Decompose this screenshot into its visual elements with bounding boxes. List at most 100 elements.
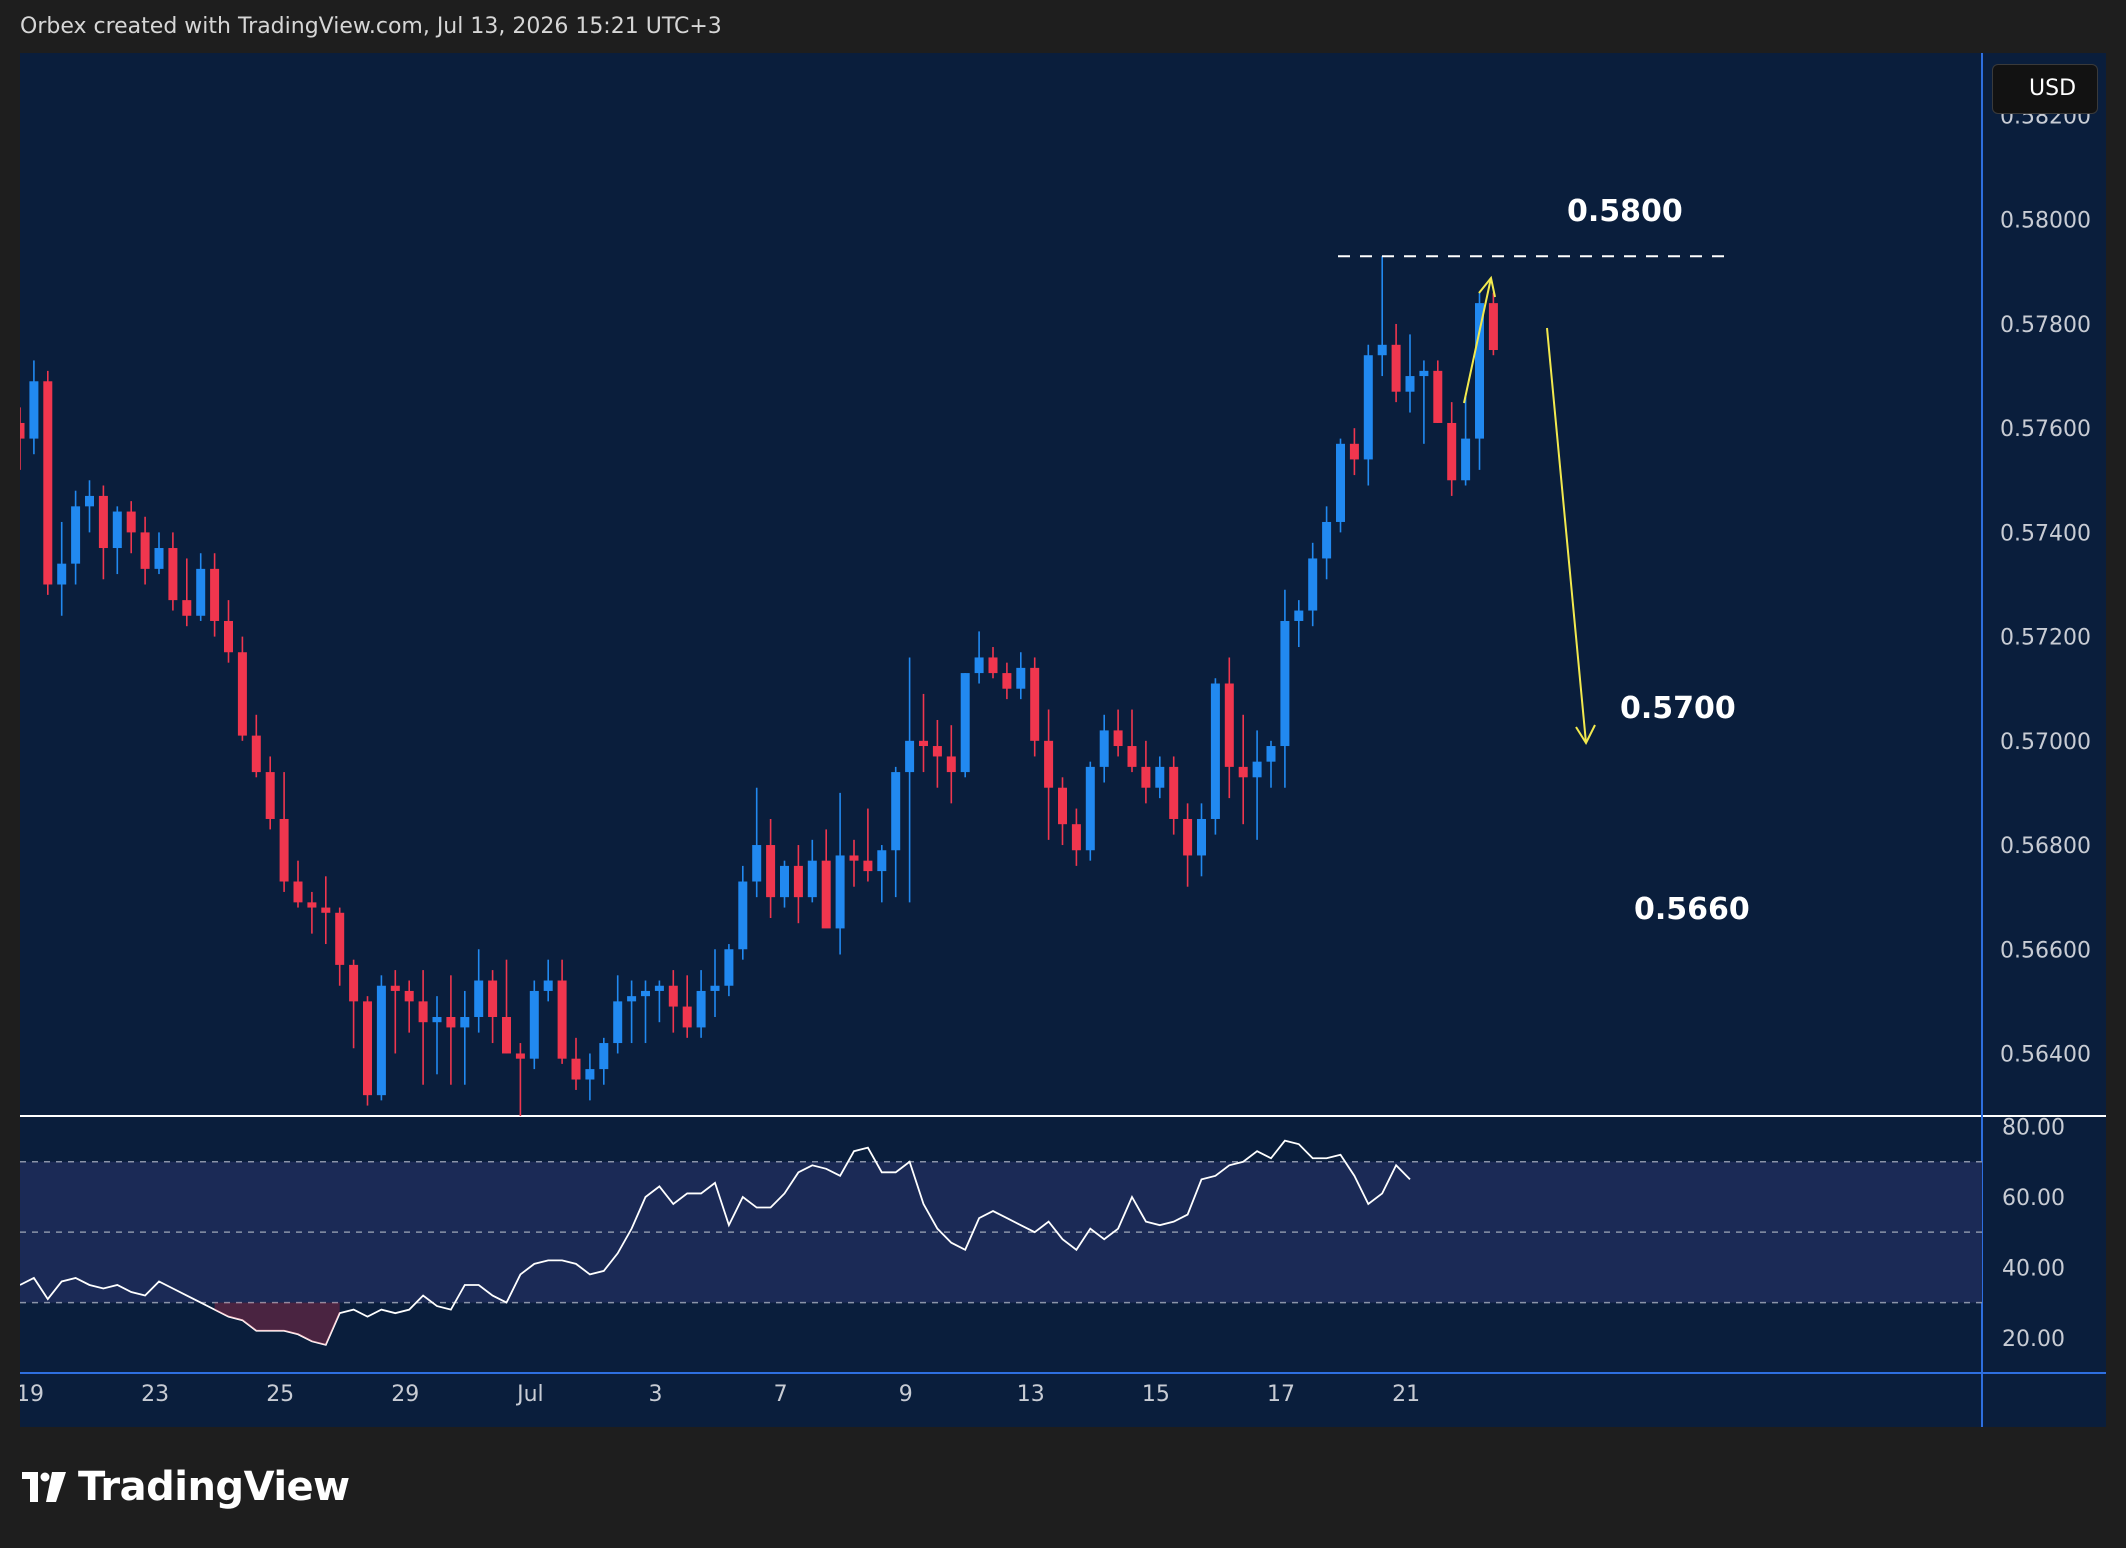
candle-body: [29, 381, 39, 439]
price-tick-label: 0.56800: [2000, 834, 2091, 859]
candle-body: [529, 990, 539, 1059]
candle-body: [404, 990, 414, 1002]
candle-body: [682, 1006, 692, 1028]
chart-canvas[interactable]: 0.56400 0.56600 0.56800 0.57000 0.57200 0.574…: [20, 53, 2106, 1427]
candle-body: [1113, 730, 1123, 747]
time-tick-label: 21: [1392, 1382, 1420, 1407]
candle-body: [974, 657, 984, 674]
candle-body: [1266, 746, 1276, 762]
currency-selector[interactable]: USD: [1992, 64, 2098, 114]
price-tick-label: 0.58000: [2000, 209, 2091, 234]
candle-body: [1071, 824, 1081, 851]
price-level-label: 0.5660: [1634, 892, 1750, 927]
price-level-label: 0.5800: [1567, 194, 1683, 229]
candle-body: [1308, 558, 1318, 611]
candle-body: [793, 865, 803, 898]
rsi-tick-label: 80.00: [2002, 1116, 2065, 1141]
candle-body: [1183, 818, 1193, 856]
candle-body: [1447, 422, 1457, 481]
candle-body: [515, 1053, 525, 1059]
candle-body: [1044, 740, 1054, 788]
candle-body: [349, 964, 359, 1002]
candle-body: [1002, 673, 1012, 689]
candle-body: [1294, 610, 1304, 621]
up-arrow: [1463, 277, 1492, 404]
candle-body: [932, 746, 942, 757]
price-level-label: 0.5700: [1620, 691, 1736, 726]
candle-body: [1461, 438, 1471, 481]
candle-body: [126, 511, 136, 533]
tradingview-logo-icon: [22, 1472, 66, 1502]
rsi-tick-label: 20.00: [2002, 1327, 2065, 1352]
time-tick-label: 17: [1267, 1382, 1295, 1407]
rsi-tick-label: 40.00: [2002, 1256, 2065, 1281]
candle-body: [293, 881, 303, 903]
candle-body: [1475, 303, 1484, 439]
time-tick-label: 25: [266, 1382, 294, 1407]
candle-body: [446, 1016, 456, 1028]
time-tick-label: 23: [141, 1382, 169, 1407]
candle-body: [140, 532, 150, 569]
candle-body: [919, 740, 928, 747]
candle-body: [196, 568, 206, 616]
candle-body: [112, 511, 122, 549]
time-tick-label: 19: [20, 1382, 44, 1407]
chart-area[interactable]: 0.56400 0.56600 0.56800 0.57000 0.57200 0.574…: [20, 53, 2106, 1427]
time-tick-label: 13: [1017, 1382, 1045, 1407]
candle-body: [1363, 355, 1373, 460]
candle-body: [835, 855, 845, 929]
candle-body: [251, 735, 261, 773]
candle-body: [1488, 303, 1498, 351]
candle-body: [627, 996, 637, 1002]
candle-body: [710, 985, 720, 991]
candle-body: [807, 860, 817, 898]
candle-body: [307, 902, 317, 908]
candle-body: [696, 990, 706, 1028]
candle-body: [1030, 667, 1040, 741]
candle-body: [71, 506, 81, 564]
candle-body: [390, 985, 400, 991]
candle-body: [668, 985, 678, 1007]
candle-body: [1210, 683, 1220, 819]
candle-body: [1197, 818, 1206, 856]
candle-body: [1405, 376, 1415, 392]
time-tick-label: 9: [899, 1382, 913, 1407]
price-tick-label: 0.57800: [2000, 313, 2091, 338]
candle-body: [654, 985, 664, 991]
candle-body: [960, 673, 970, 773]
time-tick-label: 15: [1142, 1382, 1170, 1407]
candle-body: [168, 548, 178, 601]
price-tick-label: 0.57200: [2000, 626, 2091, 651]
rsi-band: [20, 1161, 1982, 1303]
candle-body: [182, 600, 192, 616]
candle-body: [821, 860, 831, 929]
candle-body: [738, 881, 748, 950]
candle-body: [418, 1001, 428, 1023]
candle-body: [224, 620, 233, 653]
candle-body: [237, 652, 247, 736]
price-tick-label: 0.56600: [2000, 938, 2091, 963]
candle-body: [502, 1016, 511, 1054]
time-tick-label: 29: [391, 1382, 419, 1407]
candle-body: [557, 980, 567, 1059]
candle-body: [20, 422, 25, 439]
candle-body: [1058, 787, 1067, 825]
candle-body: [891, 772, 901, 851]
candle-body: [363, 1001, 372, 1096]
candle-body: [335, 912, 345, 965]
candle-body: [1419, 370, 1429, 377]
candle-body: [1169, 766, 1179, 819]
candle-body: [321, 907, 331, 913]
candle-body: [752, 845, 762, 882]
candle-body: [1336, 443, 1345, 522]
candle-body: [571, 1058, 581, 1080]
candle-body: [279, 818, 289, 882]
down-arrow-head: [1575, 724, 1596, 746]
rsi-oversold-fill: [214, 1302, 340, 1345]
candle-body: [98, 495, 108, 549]
candle-body: [460, 1016, 470, 1028]
candle-body: [1238, 766, 1248, 778]
candle-body: [780, 865, 789, 898]
candle-body: [210, 568, 220, 621]
price-tick-label: 0.57000: [2000, 730, 2091, 755]
